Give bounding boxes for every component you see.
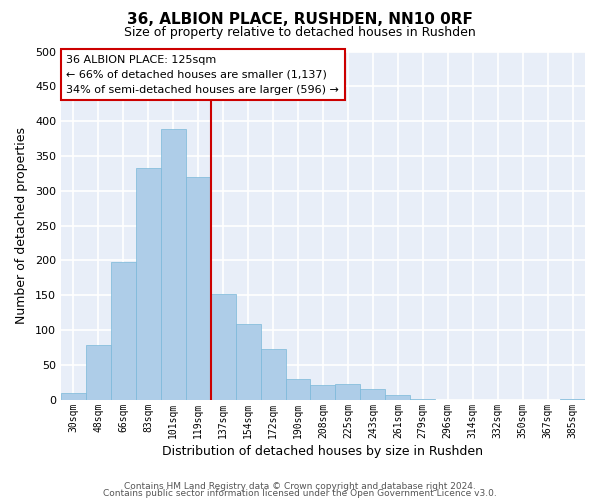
Text: 36, ALBION PLACE, RUSHDEN, NN10 0RF: 36, ALBION PLACE, RUSHDEN, NN10 0RF <box>127 12 473 28</box>
Text: Size of property relative to detached houses in Rushden: Size of property relative to detached ho… <box>124 26 476 39</box>
Bar <box>310 385 335 400</box>
Bar <box>361 389 385 400</box>
Y-axis label: Number of detached properties: Number of detached properties <box>15 127 28 324</box>
Bar <box>136 168 161 400</box>
Bar <box>260 348 286 400</box>
Bar <box>61 392 86 400</box>
Bar <box>111 262 136 400</box>
Bar <box>186 177 211 400</box>
Bar <box>335 384 361 400</box>
Text: 36 ALBION PLACE: 125sqm
← 66% of detached houses are smaller (1,137)
34% of semi: 36 ALBION PLACE: 125sqm ← 66% of detache… <box>66 55 339 94</box>
Bar <box>236 324 260 400</box>
Text: Contains HM Land Registry data © Crown copyright and database right 2024.: Contains HM Land Registry data © Crown c… <box>124 482 476 491</box>
X-axis label: Distribution of detached houses by size in Rushden: Distribution of detached houses by size … <box>163 444 484 458</box>
Bar <box>86 345 111 400</box>
Bar <box>211 294 236 400</box>
Text: Contains public sector information licensed under the Open Government Licence v3: Contains public sector information licen… <box>103 490 497 498</box>
Bar <box>286 378 310 400</box>
Bar <box>385 396 410 400</box>
Bar <box>560 399 585 400</box>
Bar <box>161 130 186 400</box>
Bar <box>410 399 435 400</box>
